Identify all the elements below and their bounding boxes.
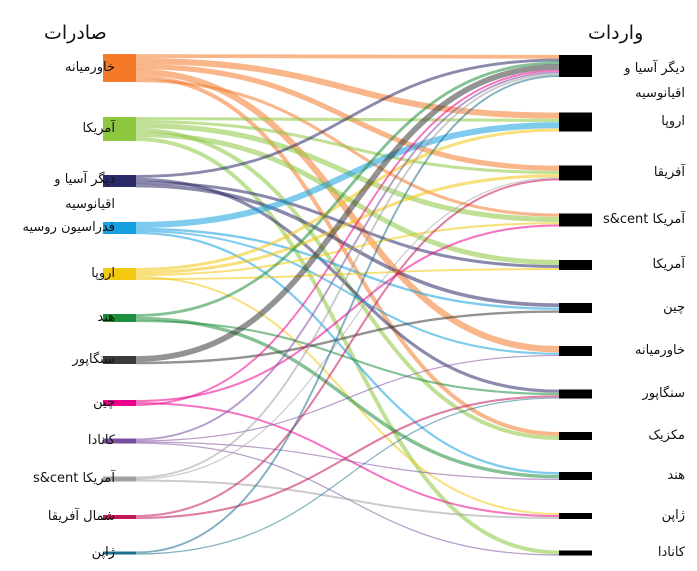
export-node[interactable] [103, 515, 136, 519]
imports-header: واردات [588, 22, 644, 44]
import-node-label: آمریکا [652, 257, 685, 272]
flow-link [135, 137, 560, 555]
export-nodes [103, 54, 136, 555]
flow-link [135, 310, 560, 365]
import-node-label: سنگاپور [642, 386, 685, 401]
export-node-label: آمریکا [82, 121, 115, 136]
export-node-label: هند [97, 310, 115, 325]
flow-link [135, 441, 560, 480]
flow-link [135, 402, 560, 517]
import-node-label: دیگر آسیا و اقیانوسیه [624, 61, 685, 101]
import-node[interactable] [559, 260, 592, 270]
export-node-label: سنگاپور [72, 352, 115, 367]
import-node[interactable] [559, 432, 592, 440]
import-node[interactable] [559, 389, 592, 399]
import-nodes [559, 55, 592, 556]
import-node-label: اروپا [661, 114, 685, 129]
import-node-label: خاورمیانه [635, 343, 685, 358]
export-node[interactable] [103, 222, 136, 234]
flow-link [135, 183, 560, 307]
import-node[interactable] [559, 550, 592, 556]
flow-link [135, 57, 560, 119]
export-node-label: خاورمیانه [65, 60, 115, 75]
import-node-label: چین [663, 300, 685, 315]
flow-link [135, 319, 560, 396]
flow-link [135, 177, 560, 480]
export-node[interactable] [103, 356, 136, 364]
exports-header: صادرات [44, 22, 107, 44]
import-node[interactable] [559, 165, 592, 181]
flow-link [135, 229, 560, 355]
import-node[interactable] [559, 346, 592, 356]
flow-link [135, 64, 560, 362]
flow-links [135, 54, 560, 556]
export-node[interactable] [103, 117, 136, 141]
flow-link [135, 397, 560, 555]
flow-link [135, 75, 560, 554]
flow-link [135, 227, 560, 310]
export-node-label: چین [93, 395, 115, 410]
import-node-label: ژاپن [661, 508, 685, 523]
export-node[interactable] [103, 438, 136, 444]
export-node[interactable] [103, 476, 136, 482]
flow-link [135, 69, 560, 406]
export-node[interactable] [103, 400, 136, 406]
flow-link [135, 178, 560, 518]
import-node[interactable] [559, 213, 592, 227]
flow-link [135, 479, 560, 519]
import-node-label: کانادا [657, 545, 685, 560]
flow-link [135, 61, 560, 317]
export-node[interactable] [103, 175, 136, 187]
export-node-label: دیگر آسیا و اقیانوسیه [54, 172, 115, 212]
export-node[interactable] [103, 268, 136, 280]
export-node[interactable] [103, 54, 136, 82]
export-node[interactable] [103, 551, 136, 555]
flow-link [135, 354, 560, 442]
flow-link [135, 73, 560, 479]
export-node[interactable] [103, 314, 136, 322]
flow-link [135, 71, 560, 441]
flow-link [135, 395, 560, 520]
export-node-label: ژاپن [91, 545, 115, 560]
import-node-label: مکزیک [648, 428, 685, 443]
export-node-label: شمال آفریقا [47, 509, 115, 524]
export-node-label: آمریکا s&cent [32, 471, 115, 486]
flow-link [135, 222, 560, 277]
export-node-label: کانادا [87, 433, 115, 448]
flow-link [135, 174, 560, 275]
import-node[interactable] [559, 112, 592, 132]
flow-link [135, 58, 560, 178]
flow-link [135, 128, 560, 272]
import-node[interactable] [559, 513, 592, 519]
import-node-label: آفریقا [653, 165, 685, 180]
import-node[interactable] [559, 472, 592, 480]
import-node[interactable] [559, 55, 592, 77]
import-node-label: آمریکا s&cent [602, 212, 685, 227]
flow-link [135, 54, 560, 59]
flow-link [135, 119, 560, 175]
import-node[interactable] [559, 303, 592, 313]
flow-link [135, 122, 560, 229]
export-node-label: اروپا [91, 266, 115, 281]
flow-link [135, 231, 560, 475]
export-node-label: فدراسیون روسیه [22, 220, 115, 235]
import-node-label: هند [667, 468, 685, 483]
